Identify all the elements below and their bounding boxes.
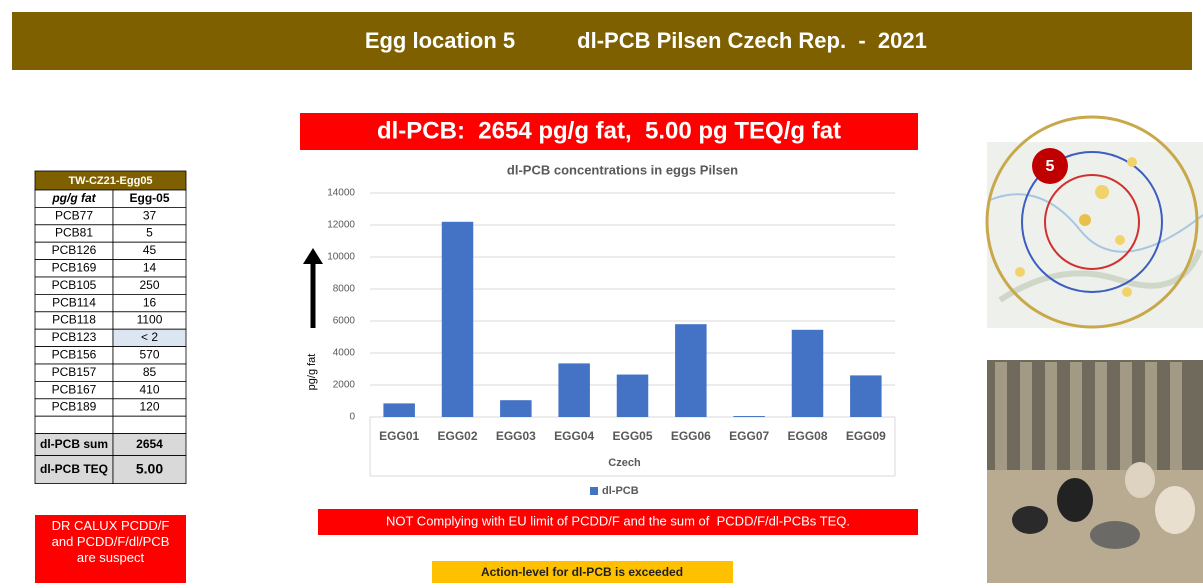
table-header: pg/g fat [51,191,96,205]
table-row-value: 16 [143,295,157,309]
header-location: Egg location 5 [365,28,515,53]
headline-banner [300,113,918,150]
x-tick-label: EGG01 [379,429,419,443]
header-title: dl-PCB Pilsen Czech Rep. - 2021 [577,28,927,53]
bar [850,375,882,417]
table-row-value: 570 [139,347,159,361]
table-row-value: 250 [139,278,159,292]
table-row-value: 410 [139,382,159,396]
x-axis-label: Czech [608,457,641,469]
table-row-value: < 2 [141,330,158,344]
table-row-label: PCB118 [52,313,96,327]
table-row-label: PCB167 [52,382,97,396]
table-summary-label: dl-PCB sum [40,437,108,451]
table-row-value: 45 [143,243,157,257]
action-note: Action-level for dl-PCB is exceeded [481,565,683,579]
bar [500,400,532,417]
compliance-banner [318,509,918,535]
table-row-label: PCB77 [55,208,93,222]
table-header: Egg-05 [129,191,169,205]
table-row-label: PCB114 [52,295,96,309]
y-tick-label: 2000 [333,380,356,391]
bar [558,363,590,417]
bar [441,221,474,417]
compliance-note: NOT Complying with EU limit of PCDD/F an… [386,513,850,528]
y-axis-label: pg/g fat [306,354,318,391]
arrow-head [303,248,323,264]
table-cell [34,455,114,485]
x-tick-label: EGG09 [846,429,886,443]
table-cell [112,415,187,435]
table-row-label: PCB81 [55,226,93,240]
suspect-box [35,515,186,583]
y-tick-label: 14000 [327,188,355,199]
table-summary-label: dl-PCB TEQ [40,462,108,476]
photo-image [987,360,1203,583]
x-tick-label: EGG06 [671,429,711,443]
header-bar [12,12,1192,70]
bar [733,416,765,417]
table-row-label: PCB105 [52,278,97,292]
table-title: TW-CZ21-Egg05 [68,175,152,187]
map-image: 5 [985,115,1203,329]
bar [616,374,649,417]
suspect-note: DR CALUX PCDD/F and PCDD/F/dl/PCB are susp… [52,518,170,565]
table-row-label: PCB157 [52,365,97,379]
x-tick-label: EGG03 [496,429,536,443]
x-tick-label: EGG02 [437,429,477,443]
table-row-value: 37 [143,208,157,222]
table-summary-value: 2654 [136,437,163,451]
bar [791,329,824,417]
y-tick-label: 6000 [333,316,356,327]
x-tick-label: EGG05 [612,429,652,443]
table: TW-CZ21-Egg05 pg/g fat Egg-05 PCB77 37 PCB81 5… [34,170,187,485]
table-summary-value: 5.00 [136,460,163,476]
table-row-value: 1100 [137,313,163,327]
table-row-label: PCB156 [52,347,97,361]
chart: dl-PCB concentrations in eggs Pilsen 0 200… [303,162,896,497]
legend-label: dl-PCB [602,485,639,497]
legend-swatch [590,487,598,495]
y-tick-label: 0 [349,412,355,423]
y-tick-label: 8000 [333,284,356,295]
table-cell [34,415,114,435]
map-label: 5 [1046,158,1055,175]
headline: dl-PCB: 2654 pg/g fat, 5.00 pg TEQ/g fat [377,117,841,144]
bar [383,403,415,417]
table-row-label: PCB169 [52,260,97,274]
table-row-value: 120 [139,400,159,414]
table-cell [112,455,187,485]
bar [675,324,707,417]
x-tick-label: EGG04 [554,429,594,443]
table-row-value: 5 [146,226,153,240]
chart-title: dl-PCB concentrations in eggs Pilsen [507,162,738,177]
table-row-value: 14 [143,260,157,274]
table-row-label: PCB189 [52,400,97,414]
table-row-value: 85 [143,365,157,379]
action-banner [432,561,733,583]
y-tick-label: 10000 [327,252,355,263]
y-tick-label: 4000 [333,348,356,359]
x-tick-label: EGG08 [787,429,827,443]
x-tick-label: EGG07 [729,429,769,443]
table-row-label: PCB126 [52,243,97,257]
table-row-label: PCB123 [52,330,97,344]
y-tick-label: 12000 [327,220,355,231]
